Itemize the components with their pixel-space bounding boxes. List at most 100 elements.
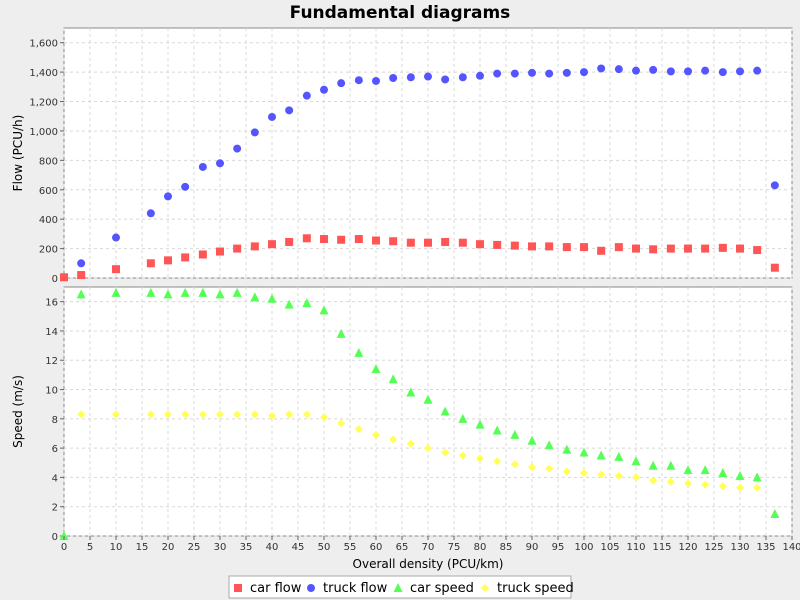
data-point: [112, 265, 120, 274]
data-point: [111, 287, 121, 297]
data-point: [753, 483, 762, 492]
data-point: [493, 240, 502, 249]
data-point: [752, 472, 762, 482]
data-point: [424, 444, 432, 453]
data-point: [354, 76, 363, 85]
data-point: [424, 72, 432, 81]
data-point: [354, 425, 363, 434]
x-tick-label: 15: [136, 542, 149, 553]
data-point: [112, 410, 120, 419]
x-tick-label: 5: [87, 542, 93, 553]
data-point: [250, 128, 259, 137]
data-point: [319, 305, 329, 315]
y-tick-label: 0: [52, 274, 58, 285]
data-point: [632, 66, 640, 75]
y-tick-label: 0: [52, 532, 58, 543]
data-point: [684, 67, 692, 76]
data-point: [77, 410, 86, 419]
data-point: [267, 293, 277, 303]
data-point: [215, 289, 225, 299]
data-point: [528, 68, 536, 77]
speed-panel: 0 2 4 6 8 10 12 14 16: [45, 286, 793, 543]
data-point: [389, 74, 398, 82]
data-point: [476, 71, 484, 80]
data-point: [476, 454, 484, 463]
x-tick-label: 75: [448, 542, 461, 553]
x-tick-label: 20: [162, 542, 175, 553]
data-point: [302, 298, 312, 308]
data-point: [232, 287, 242, 297]
x-tick-label: 70: [422, 542, 435, 553]
y-tick-label: 1,400: [29, 68, 58, 79]
x-tick-label: 100: [574, 542, 593, 553]
data-point: [580, 469, 588, 478]
data-point: [441, 237, 450, 246]
data-point: [684, 244, 692, 253]
x-tick-label: 40: [266, 542, 279, 553]
x-tick-label: 110: [626, 542, 645, 553]
x-tick-label: 65: [396, 542, 409, 553]
data-point: [701, 66, 710, 75]
data-point: [579, 447, 589, 457]
y-tick-label: 400: [39, 215, 58, 226]
data-point: [320, 85, 328, 94]
data-point: [476, 240, 484, 249]
data-point: [597, 470, 606, 479]
data-point: [735, 470, 745, 480]
data-point: [596, 450, 606, 460]
data-point: [649, 245, 658, 254]
data-point: [216, 247, 224, 256]
data-point: [198, 250, 207, 259]
x-tick-label: 35: [240, 542, 253, 553]
y-tick-label: 10: [45, 386, 58, 397]
data-point: [77, 271, 86, 280]
data-point: [163, 289, 173, 299]
data-point: [736, 67, 744, 76]
data-point: [250, 410, 259, 419]
data-point: [770, 181, 779, 190]
legend: car flow truck flow car speed truck speed: [228, 575, 574, 599]
data-point: [493, 457, 502, 466]
data-point: [597, 246, 606, 255]
data-point: [423, 394, 433, 404]
data-point: [614, 65, 623, 74]
data-point: [441, 75, 450, 84]
data-point: [302, 410, 311, 419]
data-point: [302, 91, 311, 100]
data-point: [198, 287, 208, 297]
data-point: [388, 374, 398, 384]
data-point: [164, 410, 172, 419]
data-point: [580, 243, 588, 252]
data-point: [753, 66, 762, 75]
data-point: [580, 68, 588, 77]
flow-panel: 0 200 400 600 800 1,000 1,200 1,400 1,600: [29, 27, 793, 285]
data-point: [337, 419, 346, 428]
data-point: [614, 243, 623, 252]
data-point: [649, 65, 658, 74]
legend-marker: [307, 584, 315, 592]
data-point: [233, 244, 242, 253]
x-tick-label: 105: [600, 542, 619, 553]
data-point: [718, 68, 727, 77]
x-tick-label: 120: [678, 542, 697, 553]
data-point: [718, 243, 727, 252]
data-point: [112, 233, 120, 242]
data-point: [406, 387, 416, 397]
x-tick-label: 140: [782, 542, 800, 553]
speed-axis-label: Speed (m/s): [11, 375, 25, 448]
x-tick-label: 25: [188, 542, 201, 553]
x-tick-label: 60: [370, 542, 383, 553]
y-tick-label: 800: [39, 156, 58, 167]
data-point: [528, 242, 536, 251]
data-point: [666, 244, 675, 253]
data-point: [736, 244, 744, 253]
data-point: [285, 106, 294, 115]
legend-item: car speed: [410, 581, 474, 596]
data-point: [371, 364, 381, 374]
data-point: [770, 509, 780, 519]
y-tick-label: 12: [45, 356, 58, 367]
data-point: [545, 242, 554, 251]
data-point: [510, 429, 520, 439]
data-point: [354, 235, 363, 244]
x-tick-label: 90: [526, 542, 539, 553]
